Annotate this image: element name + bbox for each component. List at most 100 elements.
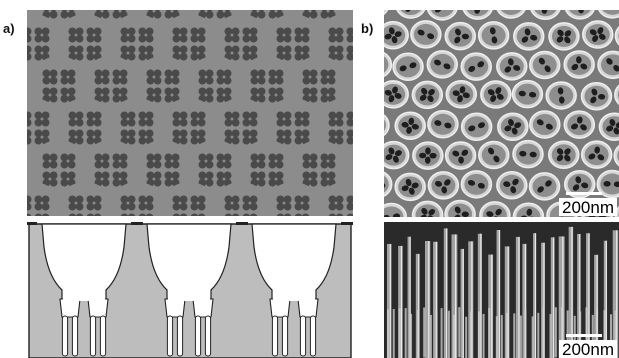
sem-cell bbox=[563, 110, 596, 139]
scale-bar-line bbox=[566, 192, 602, 195]
scale-bar-line bbox=[566, 334, 602, 337]
sem-cross-section-image bbox=[384, 222, 619, 358]
sem-fine-channel bbox=[458, 307, 461, 358]
sem-cell bbox=[444, 21, 477, 51]
sem-fine-channel bbox=[549, 313, 552, 358]
sem-cell bbox=[530, 10, 561, 20]
sem-column bbox=[451, 234, 458, 358]
scale-bar-top-label: 200nm bbox=[562, 198, 614, 217]
sem-cell bbox=[384, 80, 409, 109]
sem-cell bbox=[426, 50, 459, 79]
scale-bar-bottom-label: 200nm bbox=[562, 340, 614, 358]
sem-cell bbox=[547, 140, 580, 170]
sem-cell bbox=[427, 171, 460, 200]
sem-cell bbox=[528, 50, 561, 80]
sem-column bbox=[504, 246, 510, 358]
pore-circle bbox=[159, 182, 219, 216]
sem-fine-channel bbox=[465, 316, 468, 358]
sem-column bbox=[522, 243, 527, 358]
sem-cell bbox=[512, 202, 545, 217]
sem-column bbox=[398, 245, 403, 358]
sem-fine-channel bbox=[398, 308, 401, 358]
sem-column bbox=[460, 248, 464, 358]
sem-cell bbox=[392, 52, 424, 82]
sem-cell bbox=[462, 10, 493, 20]
sem-cell bbox=[596, 169, 619, 199]
sem-cell bbox=[384, 202, 408, 217]
sem-cell bbox=[580, 140, 613, 169]
sem-cell bbox=[477, 21, 510, 50]
sem-fine-channel bbox=[519, 315, 522, 358]
panel-label-a: a) bbox=[3, 21, 15, 36]
sem-fine-channel bbox=[410, 313, 413, 358]
sem-column bbox=[387, 243, 392, 358]
sem-fine-channel bbox=[596, 309, 599, 358]
sem-column bbox=[496, 229, 501, 358]
wall-cap bbox=[27, 222, 37, 225]
sem-cell bbox=[460, 52, 492, 81]
sem-cell bbox=[496, 171, 528, 200]
sem-fine-channel bbox=[477, 311, 480, 358]
pore-channel bbox=[251, 223, 337, 357]
sem-cell bbox=[410, 20, 442, 49]
panel-label-b: b) bbox=[361, 21, 374, 36]
sem-column bbox=[433, 241, 438, 358]
sem-column bbox=[443, 228, 448, 358]
sem-cell bbox=[460, 170, 493, 199]
sem-cell bbox=[411, 80, 444, 110]
sem-cell bbox=[384, 21, 409, 50]
schematic-top-view bbox=[27, 10, 353, 216]
wall-cap bbox=[131, 222, 143, 225]
sem-column bbox=[424, 241, 431, 358]
sem-fine-channel bbox=[585, 307, 588, 358]
sem-cell bbox=[563, 50, 595, 79]
sem-column bbox=[533, 233, 537, 358]
sem-fine-channel bbox=[482, 313, 485, 358]
sem-cell bbox=[529, 110, 561, 139]
sem-fine-channel bbox=[435, 310, 438, 358]
sem-column bbox=[594, 254, 599, 358]
sem-cell bbox=[426, 10, 458, 21]
sem-cell bbox=[412, 141, 444, 170]
sem-cell bbox=[582, 20, 614, 49]
sem-cell bbox=[427, 110, 459, 139]
sem-column bbox=[477, 233, 482, 358]
sem-column bbox=[468, 241, 474, 358]
pore-circle bbox=[107, 182, 167, 216]
sem-cell bbox=[580, 81, 613, 111]
sem-cell bbox=[411, 200, 444, 217]
sem-fine-channel bbox=[386, 309, 389, 358]
pore-circle bbox=[341, 146, 353, 194]
sem-cell bbox=[479, 201, 511, 217]
sem-fine-channel bbox=[554, 307, 557, 358]
sem-cell bbox=[384, 10, 389, 16]
sem-column bbox=[515, 236, 520, 358]
sem-fine-channel bbox=[506, 312, 509, 358]
schematic-cross-section bbox=[27, 222, 353, 358]
sem-cell bbox=[384, 52, 393, 78]
sem-column bbox=[603, 240, 608, 358]
sem-cell bbox=[563, 169, 596, 199]
pore-circle bbox=[27, 182, 63, 216]
sem-cell bbox=[460, 112, 493, 142]
sem-cell bbox=[396, 10, 426, 19]
schematic-cross-section-figure bbox=[27, 222, 353, 358]
sem-fine-channel bbox=[614, 310, 617, 358]
sem-fine-channel bbox=[537, 312, 540, 358]
sem-cell bbox=[598, 10, 619, 19]
sem-cell bbox=[394, 172, 426, 202]
sem-column bbox=[568, 226, 574, 358]
sem-cell bbox=[444, 141, 477, 170]
sem-cell bbox=[545, 81, 577, 110]
sem-cell bbox=[445, 79, 478, 109]
scale-bar-top: 200nm bbox=[559, 192, 617, 217]
sem-fine-channel bbox=[470, 311, 473, 358]
sem-cross-section: 200nm bbox=[384, 222, 619, 358]
sem-column bbox=[558, 236, 565, 358]
sem-cell bbox=[384, 171, 393, 197]
sem-fine-channel bbox=[417, 309, 420, 358]
pore-channel bbox=[41, 223, 127, 357]
sem-fine-channel bbox=[500, 315, 503, 358]
sem-cell bbox=[598, 112, 619, 141]
sem-fine-channel bbox=[404, 308, 407, 358]
